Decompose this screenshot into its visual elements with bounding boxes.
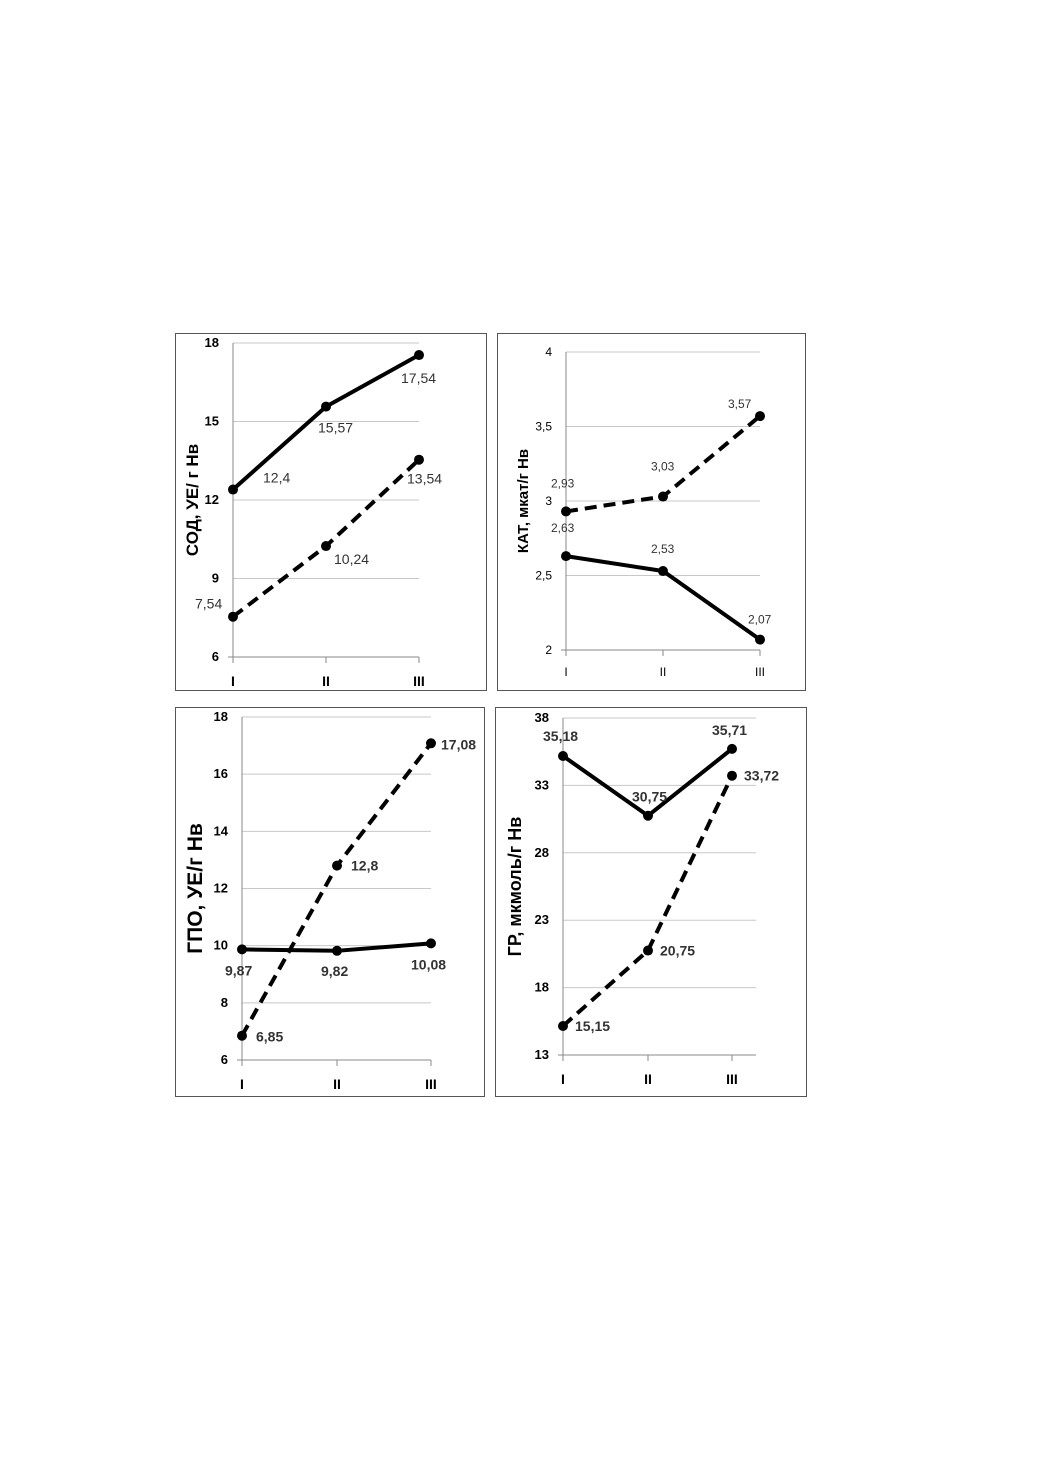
data-label: 30,75 xyxy=(632,789,667,805)
chart-sod: 6 9 12 15 18 I II III СОД, УЕ/ г Нв 12,4 15,57 17,5… xyxy=(175,333,487,691)
data-point xyxy=(237,1030,247,1041)
data-label: 17,08 xyxy=(441,736,476,752)
x-tick-label: II xyxy=(322,673,330,689)
y-tick-label: 33 xyxy=(535,777,549,792)
x-tick-label: I xyxy=(231,673,235,689)
data-label: 2,07 xyxy=(748,613,772,627)
y-tick-label: 18 xyxy=(214,709,228,724)
data-point xyxy=(228,611,238,622)
data-label: 13,54 xyxy=(407,471,442,487)
data-point xyxy=(332,945,342,956)
data-point xyxy=(561,551,571,562)
data-point xyxy=(755,634,765,645)
y-tick-label: 13 xyxy=(535,1047,549,1062)
y-tick-label: 18 xyxy=(205,335,219,350)
y-tick-label: 28 xyxy=(535,845,549,860)
chart-gpo: 6 8 10 12 14 16 18 I II III ГПО, УЕ/г Нв 6,85 12,8 17… xyxy=(175,707,485,1097)
data-point xyxy=(321,541,331,552)
data-label: 9,87 xyxy=(225,962,252,978)
data-label: 3,57 xyxy=(728,397,752,411)
data-label: 9,82 xyxy=(321,963,348,979)
data-label: 20,75 xyxy=(660,943,695,959)
y-tick-label: 14 xyxy=(214,823,229,838)
y-tick-label: 10 xyxy=(214,938,228,953)
y-axis-title: ГПО, УЕ/г Нв xyxy=(184,823,207,954)
data-label: 35,71 xyxy=(712,722,747,738)
y-tick-label: 3,5 xyxy=(535,420,552,434)
data-label: 12,8 xyxy=(351,858,378,874)
y-tick-label: 16 xyxy=(214,766,228,781)
y-tick-label: 2 xyxy=(545,643,552,657)
y-tick-label: 38 xyxy=(535,710,549,725)
data-label: 35,18 xyxy=(543,728,578,744)
data-label: 7,54 xyxy=(195,596,222,612)
data-point xyxy=(658,491,668,502)
y-axis-title: ГР, мкмоль/г Нв xyxy=(505,817,525,957)
data-label: 2,63 xyxy=(551,521,575,535)
data-label: 17,54 xyxy=(401,370,436,386)
chart-kat: 2 2,5 3 3,5 4 I II III КАТ, мкат/г Нв 2,93 3,03 3,5… xyxy=(497,333,806,691)
x-tick-label: I xyxy=(561,1071,565,1087)
y-tick-label: 18 xyxy=(535,980,549,995)
data-label: 3,03 xyxy=(651,460,675,474)
data-point xyxy=(658,566,668,577)
data-point xyxy=(561,506,571,517)
data-point xyxy=(643,810,653,821)
x-tick-label: III xyxy=(755,665,765,679)
data-point xyxy=(321,401,331,412)
data-point xyxy=(414,350,424,361)
y-tick-label: 23 xyxy=(535,912,549,927)
x-tick-label: I xyxy=(240,1076,244,1092)
data-point xyxy=(558,1021,568,1032)
data-point xyxy=(727,770,737,781)
data-point xyxy=(727,743,737,754)
data-point xyxy=(426,938,436,949)
data-point xyxy=(755,411,765,422)
data-point xyxy=(558,751,568,762)
y-tick-label: 12 xyxy=(205,492,219,507)
x-tick-label: III xyxy=(425,1076,437,1092)
data-label: 10,08 xyxy=(411,956,446,972)
data-point xyxy=(414,454,424,465)
y-tick-label: 9 xyxy=(212,571,219,586)
data-point xyxy=(332,860,342,871)
x-tick-label: II xyxy=(660,665,667,679)
data-label: 33,72 xyxy=(744,768,779,784)
data-label: 12,4 xyxy=(263,470,290,486)
y-axis-title: КАТ, мкат/г Нв xyxy=(515,449,532,553)
x-tick-label: I xyxy=(564,665,567,679)
x-tick-label: II xyxy=(333,1076,341,1092)
series-line-solid xyxy=(561,747,734,818)
x-tick-label: III xyxy=(413,673,425,689)
chart-gr: 13 18 23 28 33 38 I II III ГР, мкмоль/г Нв 35,18 30… xyxy=(495,707,807,1097)
data-point xyxy=(643,945,653,956)
data-label: 15,57 xyxy=(318,420,353,436)
y-tick-label: 15 xyxy=(205,414,219,429)
data-point xyxy=(237,944,247,955)
data-label: 10,24 xyxy=(334,551,369,567)
data-label: 2,93 xyxy=(551,476,575,490)
y-tick-label: 6 xyxy=(212,649,219,664)
y-tick-label: 8 xyxy=(221,995,228,1010)
y-tick-label: 12 xyxy=(214,881,228,896)
data-label: 6,85 xyxy=(256,1029,283,1045)
data-point xyxy=(426,738,436,749)
data-point xyxy=(228,484,238,495)
y-tick-label: 6 xyxy=(221,1052,228,1067)
y-tick-label: 2,5 xyxy=(535,569,552,583)
y-tick-label: 3 xyxy=(545,494,552,508)
y-tick-label: 4 xyxy=(545,345,552,359)
y-axis-title: СОД, УЕ/ г Нв xyxy=(183,444,202,556)
data-label: 2,53 xyxy=(651,542,675,556)
x-tick-label: III xyxy=(726,1071,738,1087)
series-line-dashed xyxy=(240,742,433,1037)
series-line-dashed xyxy=(231,458,421,619)
x-tick-label: II xyxy=(644,1071,652,1087)
data-label: 15,15 xyxy=(575,1018,610,1034)
